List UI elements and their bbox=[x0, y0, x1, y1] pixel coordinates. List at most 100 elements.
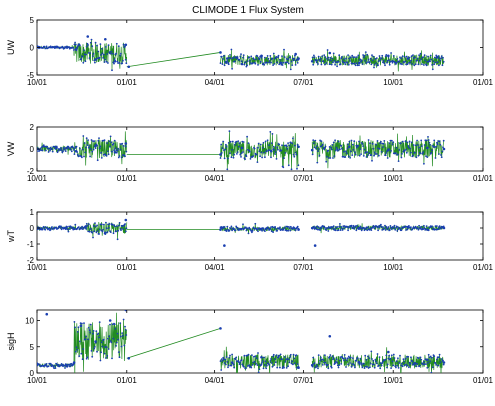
data-point bbox=[81, 156, 83, 159]
data-point bbox=[425, 228, 427, 231]
data-point bbox=[95, 231, 98, 234]
data-point bbox=[229, 140, 232, 143]
anchor-point bbox=[72, 361, 76, 364]
data-point bbox=[332, 52, 335, 55]
data-point bbox=[415, 156, 418, 159]
data-point bbox=[80, 352, 83, 355]
data-point bbox=[329, 56, 332, 59]
x-tick-label: 10/01 bbox=[383, 78, 404, 87]
data-point bbox=[373, 227, 376, 230]
data-point bbox=[122, 154, 124, 157]
data-point bbox=[239, 361, 242, 363]
data-point bbox=[54, 367, 57, 369]
series-markers bbox=[37, 130, 446, 171]
data-point bbox=[91, 231, 94, 234]
data-point bbox=[221, 147, 224, 150]
data-point bbox=[88, 329, 91, 332]
data-point bbox=[87, 326, 90, 329]
y-tick-label: -2 bbox=[27, 167, 35, 176]
data-point bbox=[334, 139, 336, 142]
data-point bbox=[416, 227, 419, 230]
data-point bbox=[364, 151, 367, 154]
data-point bbox=[267, 57, 270, 60]
data-point bbox=[251, 231, 253, 234]
data-point bbox=[113, 139, 116, 142]
data-point bbox=[121, 142, 124, 145]
data-point bbox=[293, 357, 296, 360]
data-point bbox=[430, 58, 433, 61]
data-point bbox=[242, 223, 244, 226]
data-point bbox=[353, 364, 356, 367]
data-point bbox=[313, 362, 316, 365]
data-point bbox=[60, 225, 62, 228]
data-point bbox=[108, 223, 111, 225]
data-point bbox=[89, 323, 92, 326]
data-point bbox=[316, 59, 319, 61]
data-point bbox=[377, 364, 380, 367]
data-point bbox=[296, 225, 299, 228]
data-point bbox=[226, 60, 229, 62]
x-tick-label: 01/01 bbox=[473, 78, 494, 87]
anchor-point bbox=[406, 57, 410, 60]
data-point bbox=[225, 145, 228, 148]
data-point bbox=[283, 227, 286, 229]
data-point bbox=[349, 56, 352, 59]
data-point bbox=[346, 357, 349, 360]
anchor-point bbox=[279, 61, 283, 65]
data-point bbox=[291, 360, 294, 363]
data-point bbox=[414, 362, 417, 365]
data-point bbox=[353, 62, 356, 65]
data-point bbox=[407, 145, 410, 147]
data-point bbox=[391, 61, 394, 64]
data-point bbox=[345, 57, 347, 60]
data-point bbox=[256, 364, 259, 366]
data-point bbox=[374, 58, 377, 60]
data-point bbox=[242, 365, 245, 368]
data-point bbox=[124, 145, 127, 148]
data-point bbox=[46, 145, 49, 148]
anchor-point bbox=[328, 51, 332, 55]
data-point bbox=[103, 352, 106, 355]
anchor-point bbox=[94, 340, 97, 343]
data-point bbox=[88, 223, 90, 226]
data-point bbox=[260, 56, 263, 59]
data-point bbox=[227, 364, 230, 367]
data-point bbox=[86, 356, 89, 359]
data-point bbox=[317, 150, 319, 153]
data-point bbox=[222, 356, 225, 359]
data-point bbox=[115, 149, 117, 152]
data-point bbox=[425, 64, 428, 67]
data-point bbox=[229, 227, 232, 230]
data-point bbox=[223, 64, 226, 67]
data-point bbox=[427, 353, 430, 356]
data-point bbox=[440, 154, 442, 156]
data-point bbox=[45, 45, 48, 48]
data-point bbox=[219, 62, 222, 64]
data-point bbox=[277, 56, 279, 59]
anchor-point bbox=[240, 146, 244, 150]
data-point bbox=[281, 64, 284, 66]
data-point bbox=[266, 139, 269, 142]
data-point bbox=[263, 151, 266, 154]
data-point bbox=[368, 357, 371, 359]
data-point bbox=[259, 143, 262, 146]
x-tick-label: 04/01 bbox=[205, 376, 226, 385]
data-point bbox=[81, 148, 84, 151]
data-point bbox=[388, 229, 391, 232]
data-point bbox=[49, 149, 51, 152]
data-point bbox=[63, 364, 66, 367]
data-point bbox=[417, 63, 420, 66]
data-point bbox=[327, 230, 330, 232]
data-point bbox=[313, 56, 316, 58]
data-point bbox=[287, 229, 289, 232]
data-point bbox=[279, 226, 281, 229]
data-point bbox=[401, 365, 404, 368]
data-point bbox=[93, 230, 96, 233]
data-point bbox=[96, 230, 99, 233]
data-point bbox=[277, 148, 279, 151]
data-point bbox=[394, 61, 397, 64]
data-point bbox=[107, 153, 110, 156]
data-point bbox=[397, 153, 399, 156]
data-point bbox=[426, 366, 429, 369]
data-point bbox=[333, 155, 336, 158]
